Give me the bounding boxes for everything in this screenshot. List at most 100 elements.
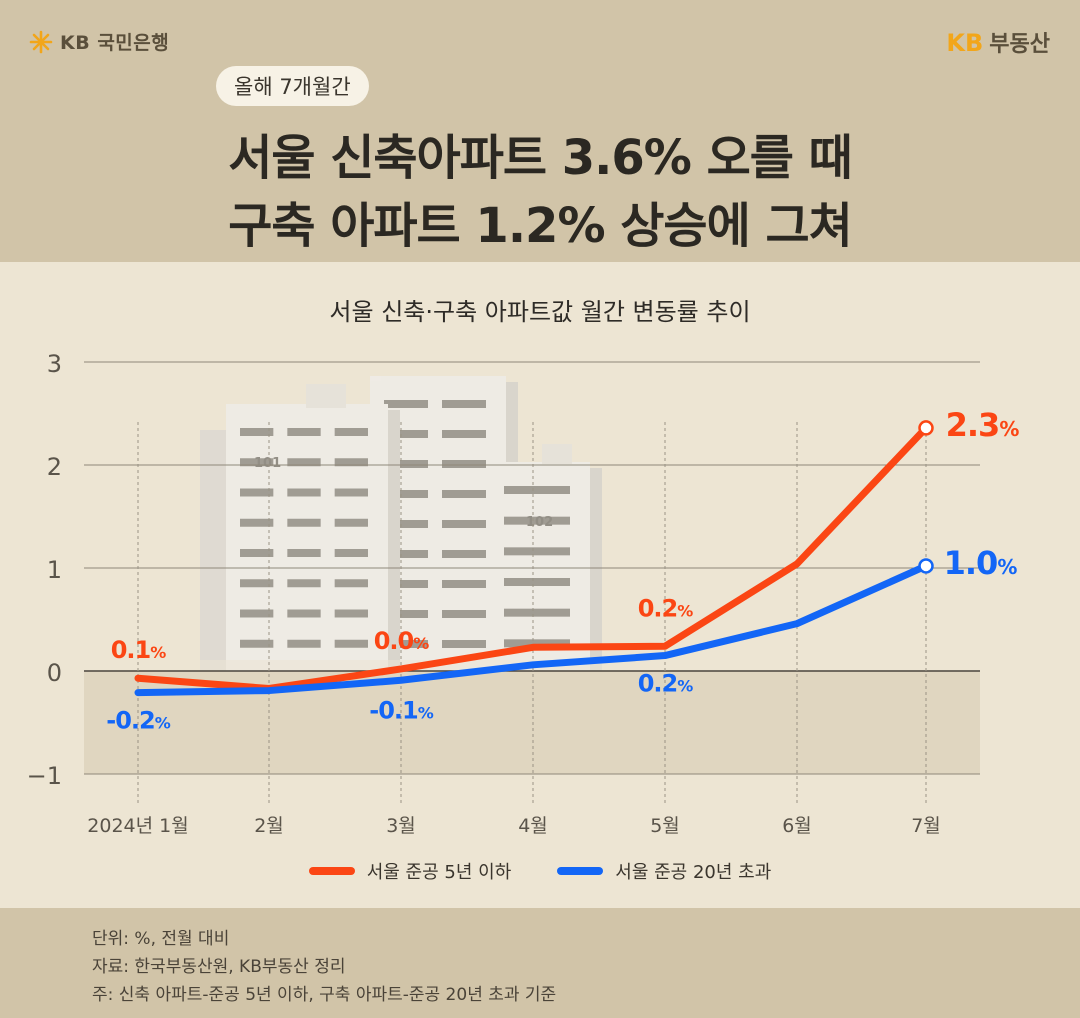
building-102-window bbox=[504, 516, 570, 525]
x-tick-label: 2024년 1월 bbox=[87, 815, 188, 837]
building-101-body bbox=[226, 404, 388, 676]
chart-plot-area: 3 2 1 0 −1 2024년 1월 2월 3월 4월 5월 6월 7월 0.1% 0.0% 0.2% 2.… bbox=[27, 350, 1021, 837]
kb-star-icon bbox=[29, 30, 53, 53]
rooftop-structure bbox=[542, 444, 572, 464]
building-101-window bbox=[287, 639, 321, 648]
footer-source: 자료: 한국부동산원, KB부동산 정리 bbox=[92, 957, 346, 977]
building-label-102: 102 bbox=[526, 515, 553, 530]
rooftop-structure bbox=[306, 384, 346, 408]
x-tick-label: 5월 bbox=[650, 815, 680, 837]
legend-label-new: 서울 준공 5년 이하 bbox=[366, 862, 512, 883]
building-101 bbox=[226, 404, 400, 676]
building-101-window bbox=[240, 639, 274, 648]
line-chart: 101 102 3 2 1 0 −1 2024년 1월 2월 3월 4월 5월 6월 7월 0.1% 0.0… bbox=[27, 350, 1021, 837]
building-back-window bbox=[384, 610, 428, 618]
data-label: -0.2% bbox=[106, 707, 170, 735]
building-102-window bbox=[504, 578, 570, 586]
building-102-window bbox=[504, 547, 570, 556]
building-back-window bbox=[384, 640, 428, 648]
legend-item-new: 서울 준공 5년 이하 bbox=[308, 858, 512, 884]
building-101-window bbox=[287, 518, 321, 527]
building-101-window bbox=[287, 428, 321, 436]
building-101-window bbox=[334, 488, 368, 497]
building-101-window bbox=[287, 458, 321, 467]
building-101-window bbox=[287, 609, 321, 618]
headline-line-1: 서울 신축아파트 3.6% 오를 때 bbox=[228, 130, 853, 186]
y-tick-label: 2 bbox=[47, 453, 62, 481]
building-back-window bbox=[384, 550, 428, 558]
building-101-window bbox=[334, 639, 368, 648]
data-label: 1.0% bbox=[944, 544, 1018, 582]
period-badge: 올해 7개월간 bbox=[216, 66, 369, 106]
building-101-window bbox=[240, 488, 274, 497]
legend-swatch-new bbox=[308, 867, 355, 875]
building-back-window bbox=[442, 550, 486, 558]
footer-note: 주: 신축 아파트-준공 5년 이하, 구축 아파트-준공 20년 초과 기준 bbox=[92, 985, 557, 1005]
data-label: 2.3% bbox=[946, 406, 1020, 444]
building-101-window bbox=[287, 549, 321, 557]
legend-label-old: 서울 준공 20년 초과 bbox=[615, 862, 772, 883]
building-101-window bbox=[334, 518, 368, 527]
series-end-point-1 bbox=[918, 558, 934, 574]
y-tick-label: 1 bbox=[47, 556, 62, 584]
building-back-window bbox=[442, 610, 486, 618]
chart-title: 서울 신축·구축 아파트값 월간 변동률 추이 bbox=[329, 298, 751, 326]
footer-notes: 단위: %, 전월 대비 자료: 한국부동산원, KB부동산 정리 주: 신축 … bbox=[0, 908, 1080, 1018]
headline-line-2: 구축 아파트 1.2% 상승에 그쳐 bbox=[228, 198, 853, 254]
data-label: 0.0% bbox=[374, 627, 430, 655]
x-tick-label: 2월 bbox=[254, 815, 284, 837]
building-101-window bbox=[240, 579, 274, 588]
building-101-window bbox=[240, 458, 274, 467]
building-back-window bbox=[442, 520, 486, 528]
building-101-window bbox=[334, 428, 368, 436]
building-101-window bbox=[334, 458, 368, 467]
legend-item-old: 서울 준공 20년 초과 bbox=[557, 858, 771, 884]
kb-bank-logo-text: KB 국민은행 bbox=[60, 32, 170, 54]
header-banner: KB 국민은행 KB 부동산 올해 7개월간 서울 신축아파트 3.6% 오를 … bbox=[0, 0, 1080, 262]
building-back-window bbox=[384, 520, 428, 528]
building-back-window bbox=[384, 460, 428, 468]
x-tick-label: 6월 bbox=[782, 815, 812, 837]
building-back-window bbox=[384, 400, 428, 408]
chart-legend: 서울 준공 5년 이하 서울 준공 20년 초과 bbox=[0, 858, 1080, 884]
building-101-window bbox=[240, 518, 274, 527]
building-101-window bbox=[334, 549, 368, 557]
building-101-window bbox=[334, 579, 368, 588]
y-tick-label: 3 bbox=[47, 350, 62, 378]
kb-realestate-logo: KB 부동산 bbox=[946, 26, 1050, 58]
x-tick-label: 7월 bbox=[911, 815, 941, 837]
building-back-window bbox=[384, 580, 428, 588]
building-back-window bbox=[384, 430, 428, 438]
data-label: 0.2% bbox=[638, 594, 694, 622]
building-label-101: 101 bbox=[254, 456, 281, 471]
series-end-point-0 bbox=[918, 420, 934, 436]
building-back-window bbox=[384, 490, 428, 498]
building-102-window bbox=[504, 608, 570, 617]
building-101-window bbox=[240, 609, 274, 618]
data-label: 0.1% bbox=[111, 636, 167, 664]
footer-unit: 단위: %, 전월 대비 bbox=[92, 929, 230, 949]
y-tick-label: 0 bbox=[47, 659, 62, 687]
building-back-window bbox=[442, 460, 486, 468]
building-102-window bbox=[504, 486, 570, 494]
y-tick-label: −1 bbox=[27, 762, 62, 790]
series-line-1 bbox=[134, 562, 930, 697]
data-label: 0.2% bbox=[638, 670, 694, 698]
building-101-window bbox=[334, 609, 368, 618]
building-101-side bbox=[388, 410, 400, 676]
x-tick-label: 4월 bbox=[518, 815, 548, 837]
kb-realestate-logo-kb: KB bbox=[946, 29, 984, 57]
legend-swatch-old bbox=[557, 867, 604, 875]
building-101-window bbox=[240, 428, 274, 436]
kb-realestate-logo-name: 부동산 bbox=[989, 32, 1050, 57]
building-101-window bbox=[287, 579, 321, 588]
kb-bank-logo: KB 국민은행 bbox=[28, 28, 169, 55]
building-back-window bbox=[442, 640, 486, 648]
building-back-window bbox=[442, 400, 486, 408]
building-left-wing bbox=[200, 430, 230, 676]
building-102-side bbox=[590, 468, 602, 676]
building-101-window bbox=[240, 549, 274, 557]
data-label: -0.1% bbox=[369, 696, 433, 724]
building-back-window bbox=[442, 430, 486, 438]
building-102 bbox=[490, 462, 602, 676]
